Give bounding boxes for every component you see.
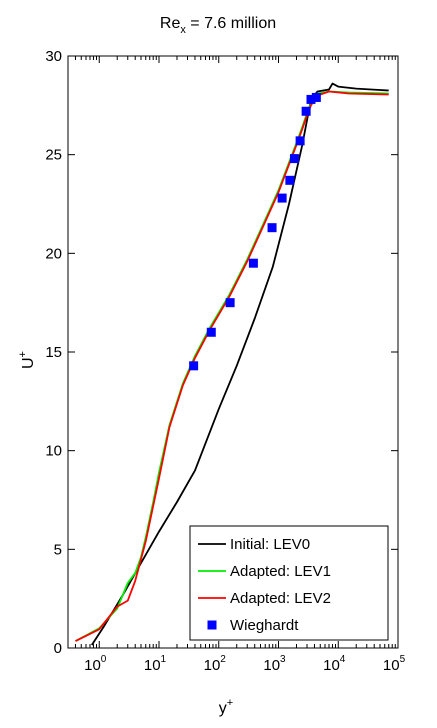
legend-label-wieghardt: Wieghardt [230, 617, 299, 634]
series-layer [75, 82, 389, 646]
x-tick-label-4: 104 [323, 654, 346, 674]
x-tick-label-3: 103 [263, 654, 286, 674]
point-wieghardt-6 [285, 175, 295, 185]
legend-box [189, 525, 389, 641]
x-tick-label-5: 105 [383, 654, 406, 674]
point-wieghardt-5 [277, 193, 287, 203]
series-line-initial-lev0 [91, 82, 389, 646]
point-wieghardt-8 [295, 136, 305, 146]
legend: Initial: LEV0 Adapted: LEV1 Adapted: LEV2 W… [189, 525, 389, 641]
x-axis: 100 101 102 103 104 105 [67, 56, 406, 674]
legend-swatch-wieghardt [207, 620, 217, 630]
legend-label-adapted-lev1: Adapted: LEV1 [230, 563, 331, 580]
point-wieghardt-10 [306, 94, 316, 104]
point-wieghardt-2 [225, 298, 235, 308]
point-wieghardt-9 [301, 106, 311, 116]
point-wieghardt-11 [311, 92, 321, 102]
x-tick-label-1: 101 [144, 654, 167, 674]
point-wieghardt-4 [267, 223, 277, 233]
y-tick-label-2: 10 [45, 443, 62, 460]
y-axis-title: U+ [17, 351, 37, 369]
x-tick-label-2: 102 [204, 654, 227, 674]
point-wieghardt-1 [206, 327, 216, 337]
point-wieghardt-7 [289, 154, 299, 164]
point-wieghardt-0 [189, 361, 199, 371]
y-tick-label-6: 30 [45, 48, 62, 65]
point-wieghardt-3 [248, 258, 258, 268]
y-tick-label-0: 0 [54, 640, 62, 657]
chart-title: Rex = 7.6 million [160, 15, 276, 36]
y-tick-label-1: 5 [54, 541, 62, 558]
y-tick-label-5: 25 [45, 147, 62, 164]
y-axis: 0 5 10 15 20 25 30 [45, 48, 398, 657]
x-axis-title: y+ [219, 697, 233, 717]
y-tick-label-4: 20 [45, 245, 62, 262]
legend-label-adapted-lev2: Adapted: LEV2 [230, 590, 331, 607]
y-tick-label-3: 15 [45, 344, 62, 361]
legend-label-initial-lev0: Initial: LEV0 [230, 536, 310, 553]
x-tick-label-0: 100 [84, 654, 107, 674]
